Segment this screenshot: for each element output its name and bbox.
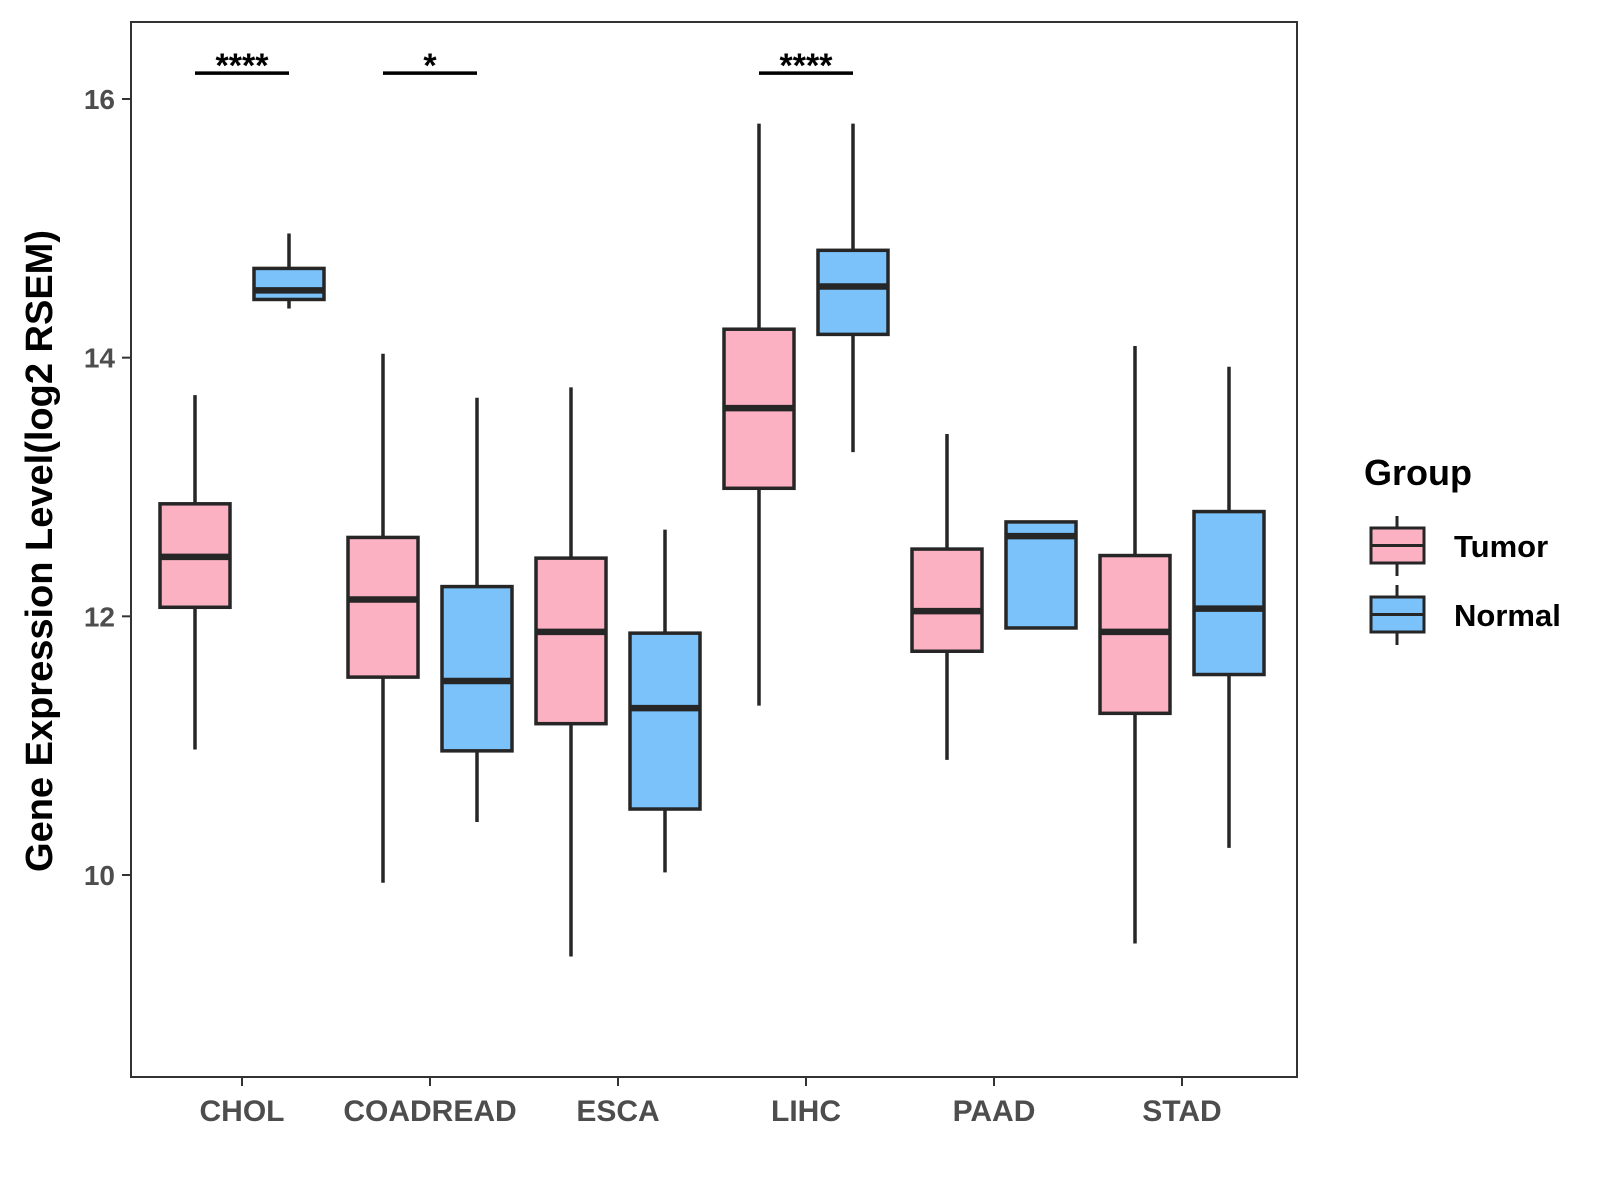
- y-tick-label: 14: [84, 343, 116, 374]
- box-body: [252, 266, 326, 302]
- box-group: [158, 123, 1266, 957]
- box-normal-esca: [628, 529, 702, 873]
- box-normal-stad: [1192, 366, 1266, 848]
- box-body: [628, 631, 702, 811]
- x-tick-label: CHOL: [200, 1095, 285, 1128]
- significance-label: *: [423, 47, 437, 85]
- box-normal-chol: [252, 233, 326, 309]
- box-body: [346, 535, 420, 679]
- x-tick-label: COADREAD: [343, 1095, 516, 1128]
- y-tick-label: 12: [84, 601, 115, 632]
- significance-chol: ****: [195, 47, 289, 85]
- box-body: [1192, 509, 1266, 677]
- legend-item-normal: Normal: [1369, 585, 1561, 645]
- legend-label: Normal: [1454, 598, 1561, 633]
- box-normal-paad: [1004, 520, 1078, 630]
- legend: Group Tumor Normal: [1364, 452, 1561, 645]
- significance-label: ****: [216, 47, 270, 85]
- significance-label: ****: [780, 47, 834, 85]
- box-body: [440, 584, 514, 753]
- y-axis: 10 12 14 16: [84, 84, 131, 891]
- box-tumor-chol: [158, 395, 232, 750]
- box-normal-lihc: [816, 123, 890, 453]
- box-tumor-paad: [910, 433, 984, 760]
- box-body: [910, 547, 984, 654]
- plot-panel: [130, 21, 1298, 1078]
- y-axis-title: Gene Expression Level(log2 RSEM): [19, 230, 61, 872]
- x-tick-label: PAAD: [953, 1095, 1036, 1128]
- box-tumor-coadread: [346, 353, 420, 883]
- significance-annotations: **** * ****: [195, 47, 853, 85]
- x-axis: CHOL COADREAD ESCA LIHC PAAD STAD: [200, 1077, 1222, 1128]
- box-normal-coadread: [440, 397, 514, 822]
- box-tumor-stad: [1098, 346, 1172, 944]
- legend-title: Group: [1364, 452, 1472, 493]
- legend-label: Tumor: [1454, 529, 1548, 564]
- x-tick-label: ESCA: [576, 1095, 659, 1128]
- legend-item-tumor: Tumor: [1369, 516, 1548, 576]
- y-tick-label: 10: [84, 860, 115, 891]
- box-body: [1004, 520, 1078, 630]
- significance-coadread: *: [383, 47, 477, 85]
- box-tumor-esca: [534, 387, 608, 957]
- box-tumor-lihc: [722, 123, 796, 706]
- box-body: [816, 248, 890, 337]
- x-tick-label: STAD: [1142, 1095, 1221, 1128]
- y-tick-label: 16: [84, 84, 115, 115]
- x-tick-label: LIHC: [771, 1095, 841, 1128]
- box-body: [534, 556, 608, 726]
- significance-lihc: ****: [759, 47, 853, 85]
